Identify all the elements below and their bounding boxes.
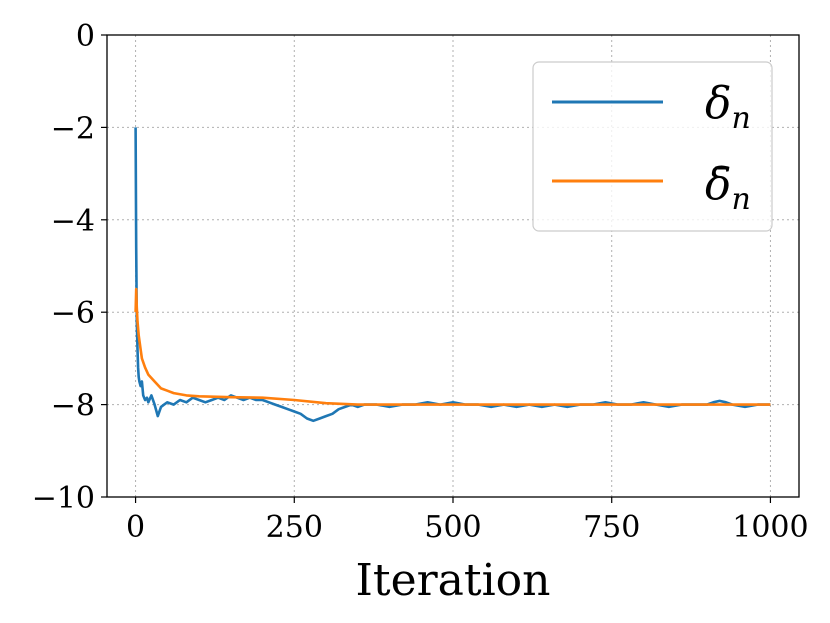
legend-label-delta-bar: δ̄n	[705, 159, 751, 217]
legend-label-delta-symbol: δ	[705, 78, 732, 129]
x-tick-label: 750	[583, 510, 640, 545]
legend: δn δ̄n	[532, 61, 773, 232]
plot-area	[134, 127, 771, 423]
legend-label-delta-bar-symbol: δ̄	[705, 159, 732, 210]
legend-label-delta-bar-subscript: n	[732, 182, 751, 217]
legend-box	[532, 61, 773, 232]
x-axis-label: Iteration	[356, 555, 551, 606]
y-tick-label: −8	[51, 389, 95, 424]
y-tick-label: −6	[51, 296, 95, 331]
legend-label-delta: δn	[705, 78, 751, 136]
x-tick-label: 1000	[732, 510, 808, 545]
x-tick-label: 0	[126, 510, 145, 545]
y-tick-label: −4	[51, 204, 95, 239]
axis-ticks: 0 250 500 750 1000 0 −2 −4 −6 −8 −10	[32, 19, 809, 545]
legend-label-delta-subscript: n	[732, 101, 751, 136]
y-tick-label: −2	[51, 111, 95, 146]
x-tick-label: 500	[424, 510, 481, 545]
y-tick-label: −10	[32, 481, 95, 516]
x-tick-label: 250	[266, 510, 323, 545]
y-tick-label: 0	[76, 19, 95, 54]
series-line-1	[134, 287, 771, 406]
